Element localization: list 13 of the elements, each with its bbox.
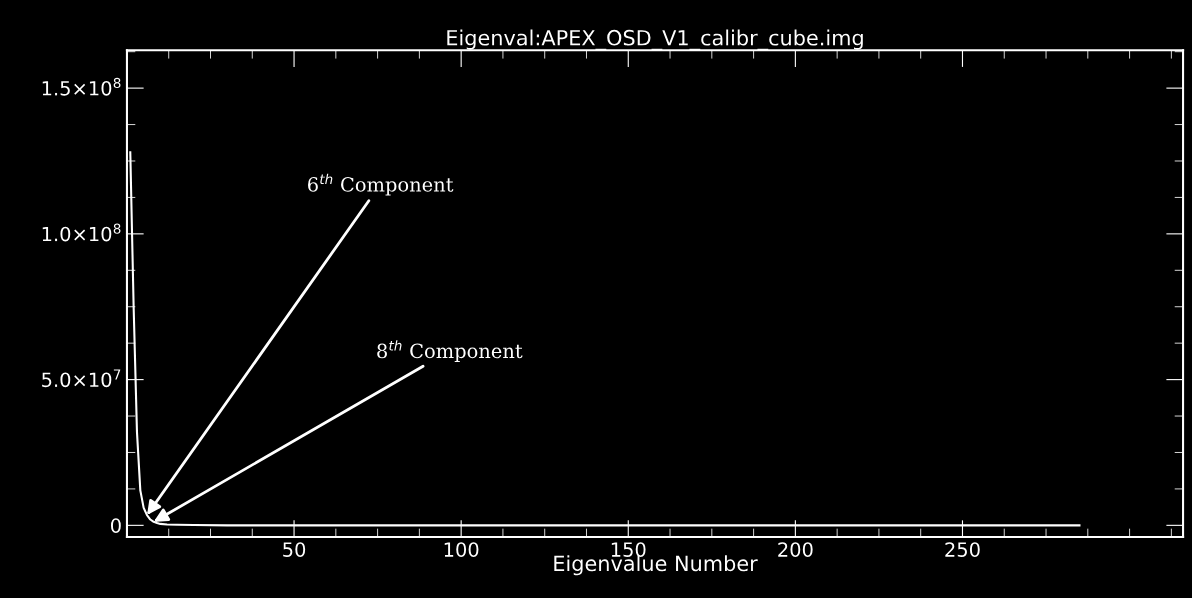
x-axis-title: Eigenvalue Number [554,555,758,576]
x-tick-label: 200 [778,542,813,557]
x-tick-label: 50 [283,542,306,557]
y-tick-label: 5.0×10$^{7}$ [42,369,121,388]
x-tick-label: 150 [611,542,646,557]
x-tick-label: 250 [945,542,980,557]
y-tick-label: 1.5×10$^{8}$ [42,77,121,96]
annotation: 8$^{th}$ Component [377,340,523,362]
annotation: 6$^{th}$ Component [308,173,454,196]
y-tick-label: 0 [111,518,121,534]
x-tick-label: 100 [444,542,479,557]
chart-title: Eigenval:APEX_OSD_V1_calibr_cube.img [447,29,863,51]
y-tick-label: 1.0×10$^{8}$ [42,223,121,242]
